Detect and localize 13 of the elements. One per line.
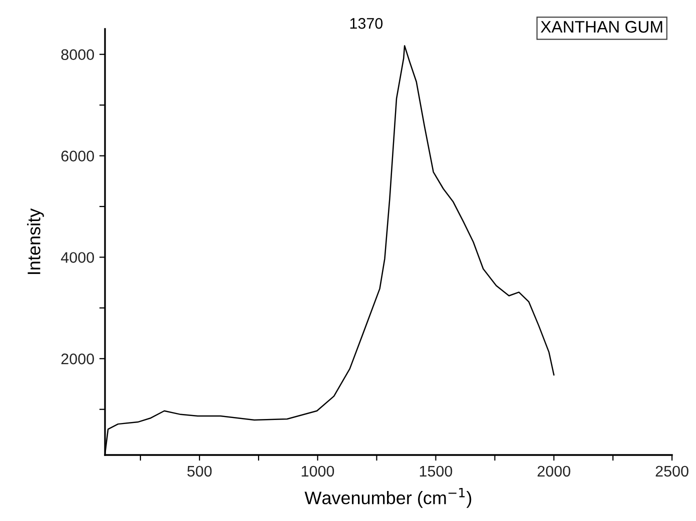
- x-tick-label: 1000: [302, 466, 334, 477]
- x-tick-label: 2000: [538, 466, 570, 477]
- x-tick-label: 2500: [656, 466, 688, 477]
- y-tick-label: 4000: [60, 252, 94, 263]
- x-axis-title: Wavenumber (cm$^{−1}$): [304, 488, 472, 508]
- annotation: XANTHAN GUM: [540, 20, 662, 33]
- y-tick-label: 2000: [61, 354, 94, 364]
- annotation: 1370: [350, 18, 383, 29]
- x-tick-label: 1500: [420, 466, 452, 477]
- x-tick-label: 500: [187, 466, 212, 477]
- y-axis-title: Intensity: [27, 208, 44, 274]
- y-tick-label: 6000: [61, 150, 94, 162]
- y-tick-label: 8000: [61, 49, 94, 60]
